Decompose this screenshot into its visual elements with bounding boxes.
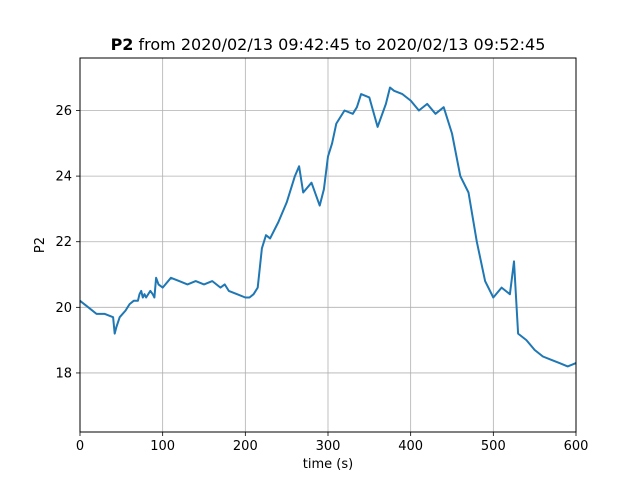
y-tick-label: 24 [55, 170, 72, 185]
x-tick-label: 400 [398, 439, 423, 454]
x-tick-label: 500 [481, 439, 506, 454]
series-layer [79, 86, 577, 368]
y-tick-label: 18 [55, 366, 72, 381]
grid [79, 58, 577, 432]
x-axis-label: time (s) [303, 457, 353, 472]
chart-title-bold: P2 [111, 35, 134, 54]
chart-title-rest: from 2020/02/13 09:42:45 to 2020/02/13 0… [133, 35, 545, 54]
y-axis-label: P2 [33, 237, 48, 253]
y-tick-label: 22 [55, 235, 72, 250]
ticks: 0 100 200 300 400 500 600 18 20 22 24 26 [55, 104, 588, 454]
x-tick-label: 0 [76, 439, 84, 454]
chart-title: P2 from 2020/02/13 09:42:45 to 2020/02/1… [111, 35, 546, 54]
x-tick-label: 200 [233, 439, 258, 454]
y-tick-label: 26 [55, 104, 72, 119]
x-tick-label: 100 [150, 439, 175, 454]
series-line [79, 86, 577, 368]
x-tick-label: 600 [564, 439, 589, 454]
x-tick-label: 300 [316, 439, 341, 454]
y-tick-label: 20 [55, 301, 72, 316]
